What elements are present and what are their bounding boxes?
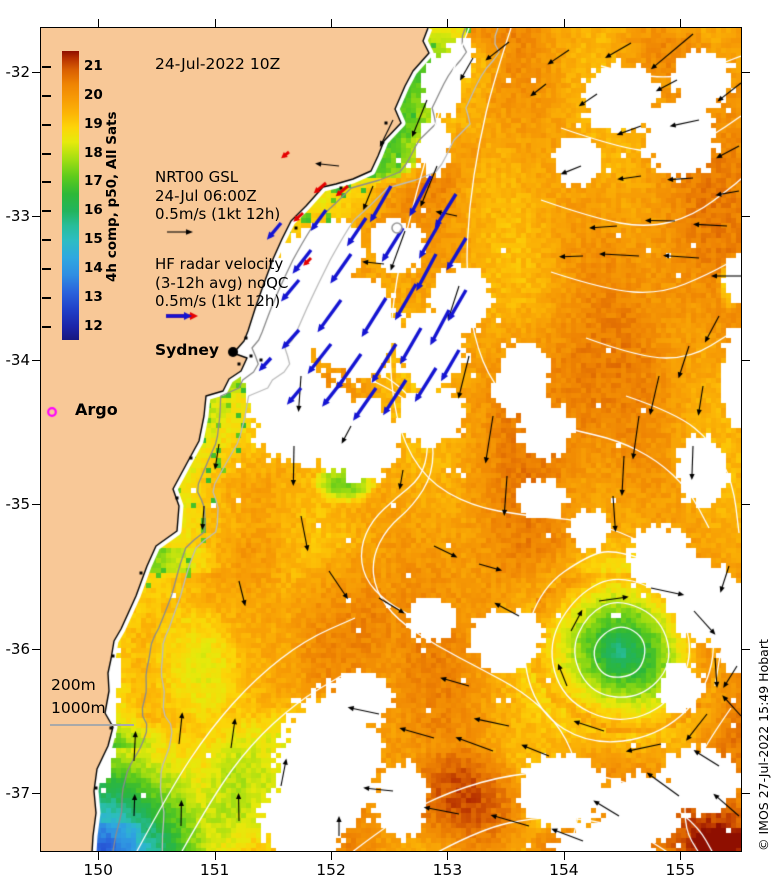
gsl-legend-line2: 24-Jul 06:00Z	[155, 186, 257, 205]
y-axis-tick-label: -35	[5, 495, 31, 514]
x-axis-tick-label: 152	[316, 861, 346, 879]
axis-tick	[32, 504, 40, 506]
gsl-legend-line3: 0.5m/s (1kt 12h)	[155, 205, 281, 223]
gsl-legend: NRT00 GSL 24-Jul 06:00Z 0.5m/s (1kt 12h)	[155, 168, 280, 224]
axis-tick	[742, 71, 750, 73]
axis-tick	[32, 792, 40, 794]
colorbar-tick-label: 19	[84, 116, 103, 132]
colorbar-tick-label: 13	[84, 289, 103, 305]
colorbar-tick-label: 14	[84, 260, 103, 276]
depth-1000m-sample-line	[50, 724, 134, 726]
colorbar-tick	[42, 181, 51, 183]
axis-tick	[563, 852, 565, 860]
x-axis-tick-label: 151	[199, 861, 230, 879]
colorbar-tick-label: 15	[84, 231, 103, 247]
hf-legend-line3: 0.5m/s (1kt 12h)	[155, 292, 281, 310]
axis-tick	[32, 648, 40, 650]
axis-tick	[742, 360, 750, 362]
sst-map-canvas[interactable]	[41, 28, 741, 851]
colorbar-tick	[42, 239, 51, 241]
y-axis-tick-label: -32	[5, 62, 31, 81]
y-axis-tick-label: -36	[5, 639, 31, 658]
y-axis-tick-label: -34	[5, 351, 31, 370]
axis-tick	[447, 852, 449, 860]
axis-tick	[214, 19, 216, 27]
x-axis-tick-label: 153	[432, 861, 463, 879]
sst-colorbar	[62, 51, 79, 340]
argo-legend-label: Argo	[75, 400, 118, 419]
colorbar-tick	[42, 95, 51, 97]
colorbar-tick-label: 12	[84, 318, 103, 334]
y-axis-tick-label: -33	[5, 206, 31, 225]
colorbar-tick	[42, 66, 51, 68]
axis-tick	[680, 19, 682, 27]
colorbar-tick	[42, 268, 51, 270]
colorbar-tick-label: 18	[84, 145, 103, 161]
gsl-legend-line1: NRT00 GSL	[155, 168, 239, 186]
x-axis-tick-label: 150	[83, 861, 113, 879]
copyright-credit: © IMOS 27-Jul-2022 15:49 Hobart	[756, 639, 771, 851]
colorbar-tick-label: 17	[84, 173, 103, 189]
colorbar-tick	[42, 153, 51, 155]
axis-tick	[742, 792, 750, 794]
axis-tick	[742, 215, 750, 217]
hf-legend-line2: (3-12h avg) noQC	[155, 273, 289, 292]
colorbar-tick	[42, 326, 51, 328]
colorbar-tick-label: 21	[84, 58, 103, 74]
axis-tick	[331, 19, 333, 27]
axis-tick	[742, 648, 750, 650]
axis-tick	[331, 852, 333, 860]
colorbar-title: 4h comp, p50, All Sats	[104, 111, 120, 282]
axis-tick	[98, 19, 100, 27]
colorbar-tick-label: 20	[84, 87, 103, 103]
depth-200m-label: 200m	[51, 676, 96, 694]
colorbar-tick	[42, 297, 51, 299]
hf-radar-legend: HF radar velocity (3-12h avg) noQC 0.5m/…	[155, 255, 288, 311]
axis-tick	[32, 71, 40, 73]
colorbar-tick	[42, 210, 51, 212]
colorbar-tick	[42, 124, 51, 126]
map-date-title: 24-Jul-2022 10Z	[155, 55, 281, 73]
axis-tick	[447, 19, 449, 27]
axis-tick	[742, 504, 750, 506]
x-axis-tick-label: 155	[665, 861, 696, 879]
sydney-label: Sydney	[155, 341, 220, 359]
axis-tick	[680, 852, 682, 860]
sst-map[interactable]	[40, 27, 742, 852]
axis-tick	[32, 360, 40, 362]
hf-legend-line1: HF radar velocity	[155, 255, 284, 273]
y-axis-tick-label: -37	[5, 783, 31, 802]
x-axis-tick-label: 154	[549, 861, 579, 879]
axis-tick	[214, 852, 216, 860]
axis-tick	[98, 852, 100, 860]
axis-tick	[563, 19, 565, 27]
colorbar-tick-label: 16	[84, 202, 103, 218]
axis-tick	[32, 215, 40, 217]
depth-1000m-label: 1000m	[51, 699, 106, 717]
